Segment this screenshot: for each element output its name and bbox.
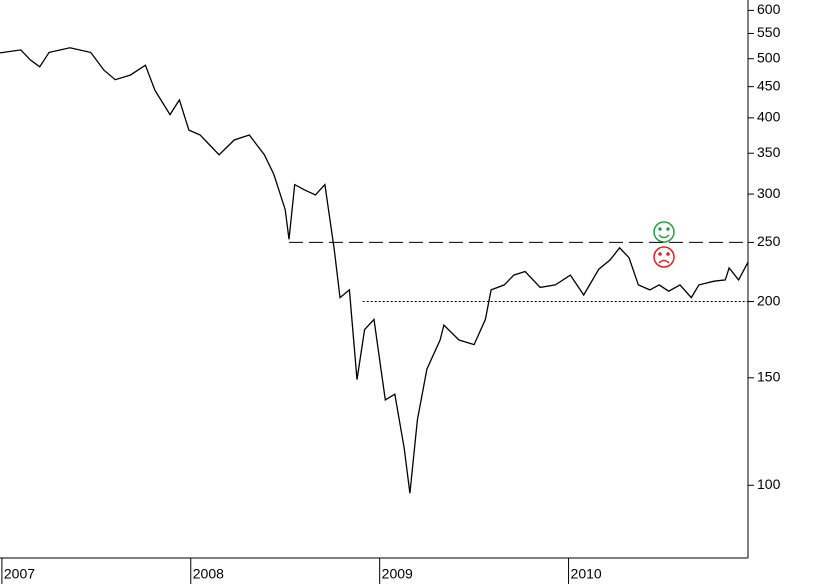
y-tick-label: 450 xyxy=(757,77,781,93)
price-line xyxy=(0,47,749,494)
y-tick-label: 100 xyxy=(757,476,781,492)
y-tick-label: 300 xyxy=(757,185,781,201)
y-tick-label: 150 xyxy=(757,369,781,385)
y-tick-label: 200 xyxy=(757,292,781,308)
sad-face xyxy=(653,246,675,268)
y-tick-label: 600 xyxy=(757,1,781,17)
x-tick-label: 2010 xyxy=(571,566,602,582)
y-tick-label: 250 xyxy=(757,233,781,249)
y-tick-label: 550 xyxy=(757,24,781,40)
y-tick-label: 400 xyxy=(757,109,781,125)
y-tick-label: 350 xyxy=(757,144,781,160)
x-tick-label: 2007 xyxy=(4,566,35,582)
x-tick-label: 2008 xyxy=(193,566,224,582)
happy-face xyxy=(653,221,675,243)
y-tick-label: 500 xyxy=(757,49,781,65)
x-tick-label: 2009 xyxy=(382,566,413,582)
